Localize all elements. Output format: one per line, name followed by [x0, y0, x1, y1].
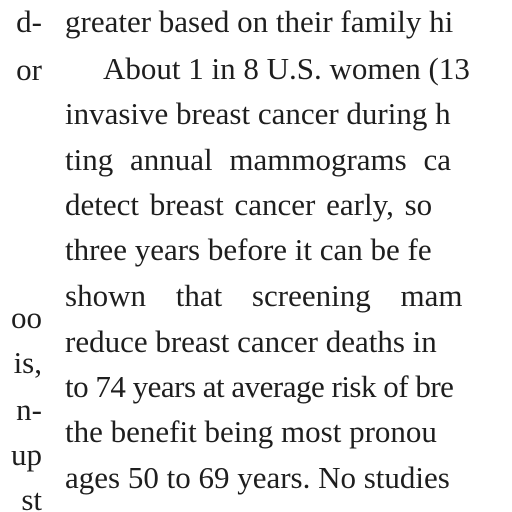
text-line: n-: [16, 392, 42, 427]
text-line: invasive breast cancer during h: [65, 96, 451, 131]
text-line: up: [11, 437, 42, 472]
text-line: detect breast cancer early, so: [65, 187, 433, 222]
text-line: or: [16, 52, 42, 87]
text-line: ages 50 to 69 years. No studies: [65, 460, 450, 495]
text-line: st: [21, 482, 42, 512]
text-line: shown that screening mam: [65, 278, 463, 313]
text-line: reduce breast cancer deaths in: [65, 324, 437, 359]
text-line: three years before it can be fe: [65, 232, 432, 267]
text-line: is,: [13, 345, 42, 380]
text-line: About 1 in 8 U.S. women (13: [103, 51, 470, 86]
text-line: oo: [11, 300, 42, 335]
text-line: to 74 years at average risk of bre: [65, 369, 454, 404]
text-line: greater based on their family hi: [65, 4, 454, 39]
text-line: d-: [16, 4, 42, 39]
text-line: the benefit being most pronou: [65, 414, 437, 449]
text-line: ting annual mammograms ca: [65, 142, 451, 177]
